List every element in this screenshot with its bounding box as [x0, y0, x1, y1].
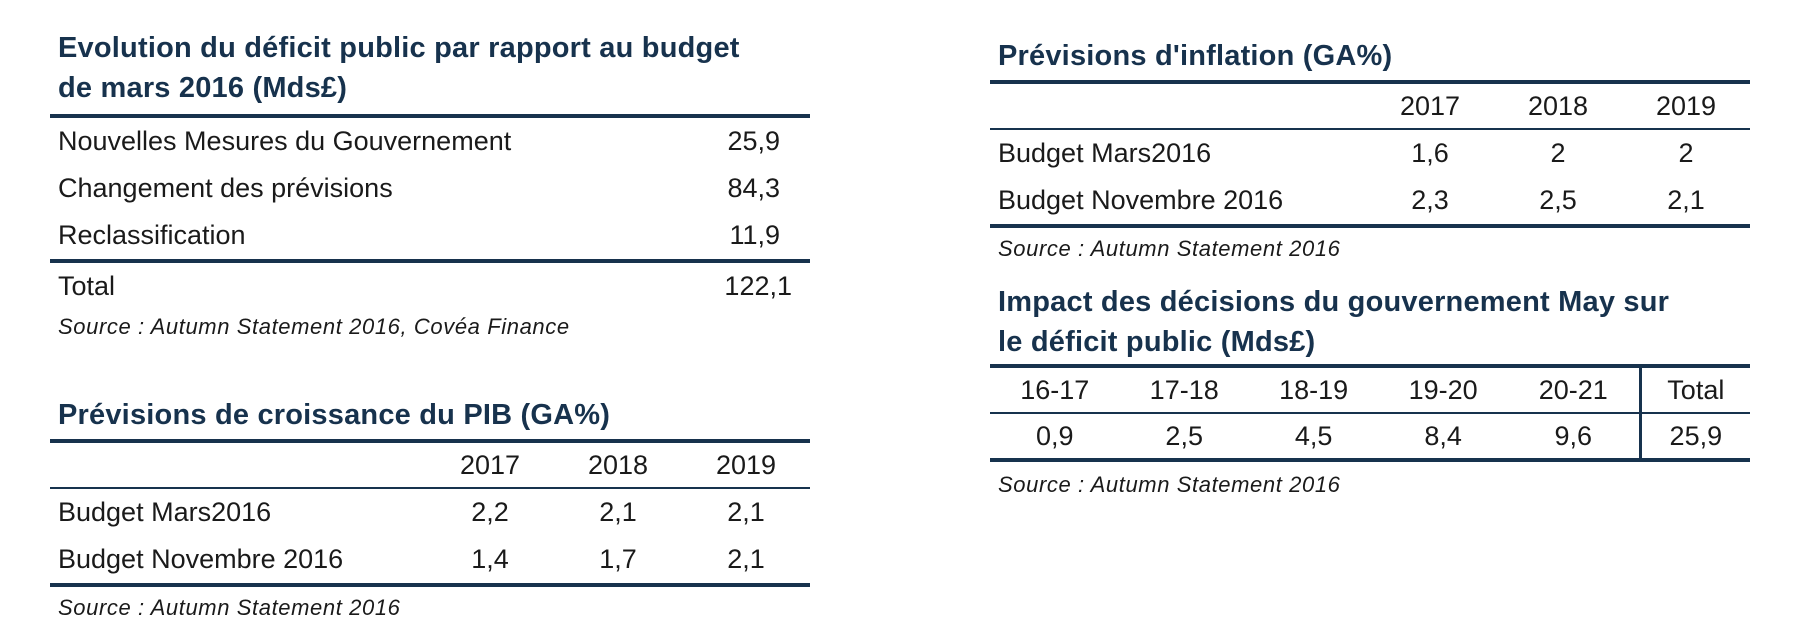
deficit-total-row: Total 122,1 [50, 263, 810, 310]
impact-title-line2: le déficit public (Mds£) [998, 326, 1316, 358]
deficit-row-label: Changement des prévisions [58, 173, 393, 203]
impact-header-cell: 18-19 [1279, 374, 1349, 405]
impact-header-cell: 17-18 [1149, 374, 1219, 405]
deficit-row-value: 11,9 [729, 220, 780, 250]
inflation-cell: 1,6 [1411, 138, 1449, 168]
pib-section: Prévisions de croissance du PIB (GA%) 20… [50, 395, 810, 621]
impact-section: Impact des décisions du gouvernement May… [990, 282, 1750, 498]
inflation-header-rule [990, 128, 1750, 130]
pib-cell: 2,1 [599, 497, 637, 527]
inflation-header-row: 2017 2018 2019 [990, 84, 1750, 128]
inflation-year: 2019 [1655, 90, 1717, 121]
pib-row-label: Budget Mars2016 [58, 497, 272, 527]
impact-header-cell: 20-21 [1538, 374, 1608, 405]
impact-title-line1: Impact des décisions du gouvernement May… [998, 286, 1670, 318]
impact-value-cell: 2,5 [1165, 420, 1203, 451]
inflation-section: Prévisions d'inflation (GA%) 2017 2018 2… [990, 36, 1750, 262]
inflation-bottom-rule [990, 224, 1750, 228]
pib-year: 2019 [715, 449, 777, 480]
inflation-row-label: Budget Novembre 2016 [998, 185, 1284, 215]
deficit-row-label: Nouvelles Mesures du Gouvernement [58, 126, 512, 156]
pib-top-rule [50, 439, 810, 443]
inflation-cell: 2 [1550, 138, 1566, 168]
deficit-row-label: Reclassification [58, 220, 246, 250]
inflation-cell: 2,5 [1539, 185, 1577, 215]
pib-header-rule [50, 487, 810, 489]
pib-cell: 2,2 [471, 497, 509, 527]
impact-source: Source : Autumn Statement 2016 [998, 472, 1341, 497]
deficit-row-value: 84,3 [727, 173, 780, 203]
impact-bottom-rule [990, 458, 1750, 462]
pib-source: Source : Autumn Statement 2016 [58, 595, 401, 620]
deficit-title: Evolution du déficit public par rapport … [50, 28, 810, 108]
pib-header-row: 2017 2018 2019 [50, 443, 810, 487]
inflation-cell: 2 [1678, 138, 1694, 168]
impact-header-total: Total [1638, 368, 1750, 413]
pib-year: 2018 [587, 449, 649, 480]
pib-cell: 2,1 [727, 544, 765, 574]
impact-table: 16-17 17-18 18-19 19-20 20-21 Total 0,9 … [990, 368, 1750, 458]
pib-cell: 1,4 [471, 544, 509, 574]
impact-header-row: 16-17 17-18 18-19 19-20 20-21 Total [990, 368, 1750, 413]
deficit-total-rule [50, 259, 810, 263]
inflation-source: Source : Autumn Statement 2016 [998, 236, 1341, 261]
impact-top-rule [990, 364, 1750, 368]
pib-cell: 1,7 [599, 544, 637, 574]
pib-cell: 2,1 [727, 497, 765, 527]
impact-value-row: 0,9 2,5 4,5 8,4 9,6 25,9 [990, 413, 1750, 458]
inflation-row: Budget Novembre 2016 2,3 2,5 2,1 [990, 177, 1750, 224]
inflation-cell: 2,3 [1411, 185, 1449, 215]
pib-row: Budget Novembre 2016 1,4 1,7 2,1 [50, 536, 810, 583]
impact-value-cell: 4,5 [1294, 420, 1333, 451]
pib-year: 2017 [459, 449, 521, 480]
inflation-cell: 2,1 [1667, 185, 1705, 215]
impact-header-cell: 19-20 [1408, 374, 1478, 405]
deficit-row-value: 25,9 [727, 126, 780, 156]
inflation-year: 2017 [1399, 90, 1461, 121]
deficit-section: Evolution du déficit public par rapport … [50, 28, 810, 340]
inflation-year: 2018 [1527, 90, 1589, 121]
deficit-top-rule [50, 114, 810, 118]
impact-value-cell: 0,9 [1035, 420, 1074, 451]
deficit-row: Reclassification 11,9 [50, 212, 810, 259]
deficit-row: Nouvelles Mesures du Gouvernement 25,9 [50, 118, 810, 165]
pib-title: Prévisions de croissance du PIB (GA%) [58, 399, 611, 431]
deficit-title-line2: de mars 2016 (Mds£) [58, 72, 348, 104]
deficit-total-label: Total [58, 271, 116, 301]
impact-value-total: 25,9 [1638, 413, 1750, 458]
impact-value-cell: 8,4 [1424, 420, 1462, 451]
deficit-source: Source : Autumn Statement 2016, Covéa Fi… [58, 314, 570, 339]
inflation-row-label: Budget Mars2016 [998, 138, 1212, 168]
inflation-top-rule [990, 80, 1750, 84]
impact-title: Impact des décisions du gouvernement May… [990, 282, 1750, 362]
impact-value-cell: 9,6 [1554, 420, 1593, 451]
deficit-title-line1: Evolution du déficit public par rapport … [58, 32, 740, 64]
deficit-row: Changement des prévisions 84,3 [50, 165, 810, 212]
pib-row-label: Budget Novembre 2016 [58, 544, 344, 574]
pib-row: Budget Mars2016 2,2 2,1 2,1 [50, 489, 810, 536]
inflation-row: Budget Mars2016 1,6 2 2 [990, 130, 1750, 177]
pib-bottom-rule [50, 583, 810, 587]
impact-header-cell: 16-17 [1020, 374, 1090, 405]
inflation-title: Prévisions d'inflation (GA%) [998, 40, 1393, 72]
deficit-total-value: 122,1 [724, 271, 792, 301]
